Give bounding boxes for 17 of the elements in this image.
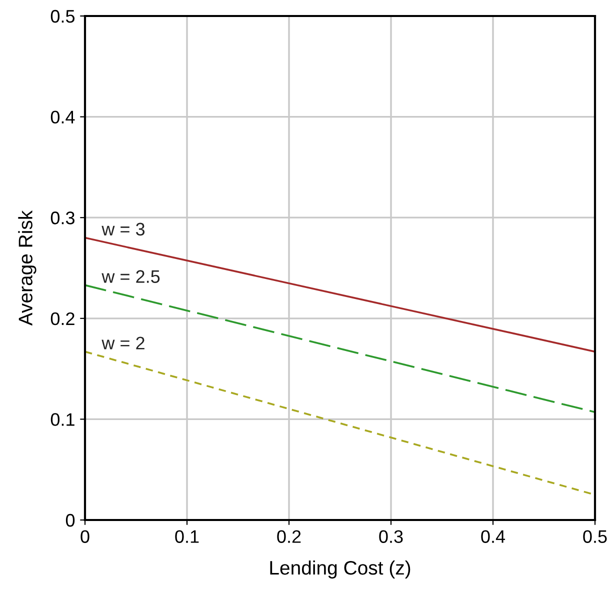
series-label: w = 3 <box>102 222 145 236</box>
y-tick-label: 0.3 <box>50 212 74 224</box>
y-axis-title: Average Risk <box>18 210 36 326</box>
y-tick-label: 0.1 <box>50 413 74 426</box>
x-tick-label: 0.2 <box>277 530 301 543</box>
y-tick-label: 0.4 <box>50 110 75 124</box>
series-label: w = 2 <box>102 336 144 350</box>
x-tick-label: 0.4 <box>481 530 506 543</box>
x-tick-label: 0.5 <box>583 530 607 543</box>
x-tick-label: 0 <box>80 530 90 543</box>
x-tick-label: 0.3 <box>379 530 403 543</box>
y-tick-label: 0.5 <box>50 10 75 23</box>
y-tick-label: 0 <box>66 514 75 527</box>
x-axis-title: Lending Cost (z) <box>270 560 410 579</box>
y-tick-label: 0.2 <box>50 312 74 326</box>
x-tick-label: 0.1 <box>175 530 199 543</box>
series-label: w = 2.5 <box>102 270 160 283</box>
